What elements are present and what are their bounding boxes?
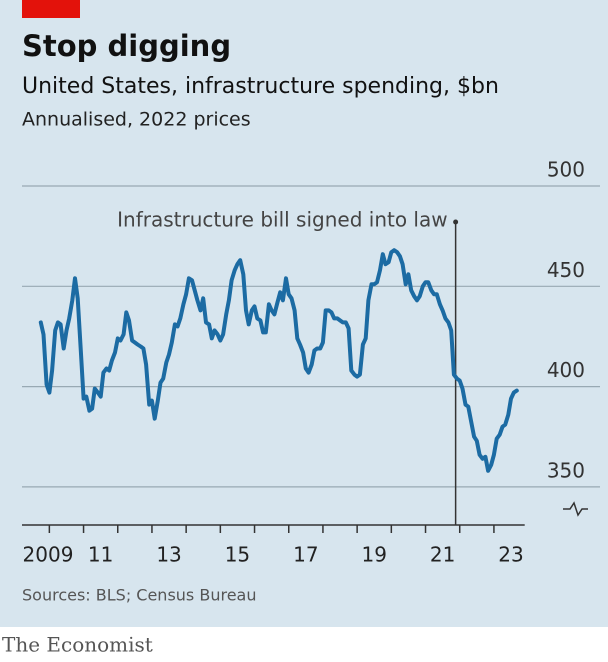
annotation-dot bbox=[453, 219, 459, 225]
brand: The Economist bbox=[2, 633, 153, 657]
chart-subtitle: United States, infrastructure spending, … bbox=[22, 74, 499, 99]
y-tick-label: 450 bbox=[547, 258, 585, 282]
background bbox=[0, 0, 608, 627]
axis-break bbox=[563, 501, 588, 517]
source: Sources: BLS; Census Bureau bbox=[22, 586, 256, 605]
chart-title: Stop digging bbox=[22, 29, 231, 63]
annotation-label: Infrastructure bill signed into law bbox=[117, 208, 447, 232]
x-tick-label: 19 bbox=[362, 543, 387, 567]
x-tick-label: 21 bbox=[430, 543, 455, 567]
x-tick-label: 15 bbox=[225, 543, 250, 567]
footer-band bbox=[0, 627, 608, 662]
x-tick-label: 17 bbox=[293, 543, 318, 567]
y-tick-label: 350 bbox=[547, 458, 585, 482]
y-tick-label: 400 bbox=[547, 358, 585, 382]
y-tick-label: 500 bbox=[547, 158, 585, 182]
unit-note: Annualised, 2022 prices bbox=[22, 109, 251, 131]
x-tick-label: 2009 bbox=[23, 543, 74, 567]
x-tick-label: 23 bbox=[498, 543, 523, 567]
data-line bbox=[38, 248, 519, 473]
brand-tag bbox=[22, 0, 80, 18]
x-tick-label: 11 bbox=[88, 543, 113, 567]
x-tick-label: 13 bbox=[156, 543, 181, 567]
